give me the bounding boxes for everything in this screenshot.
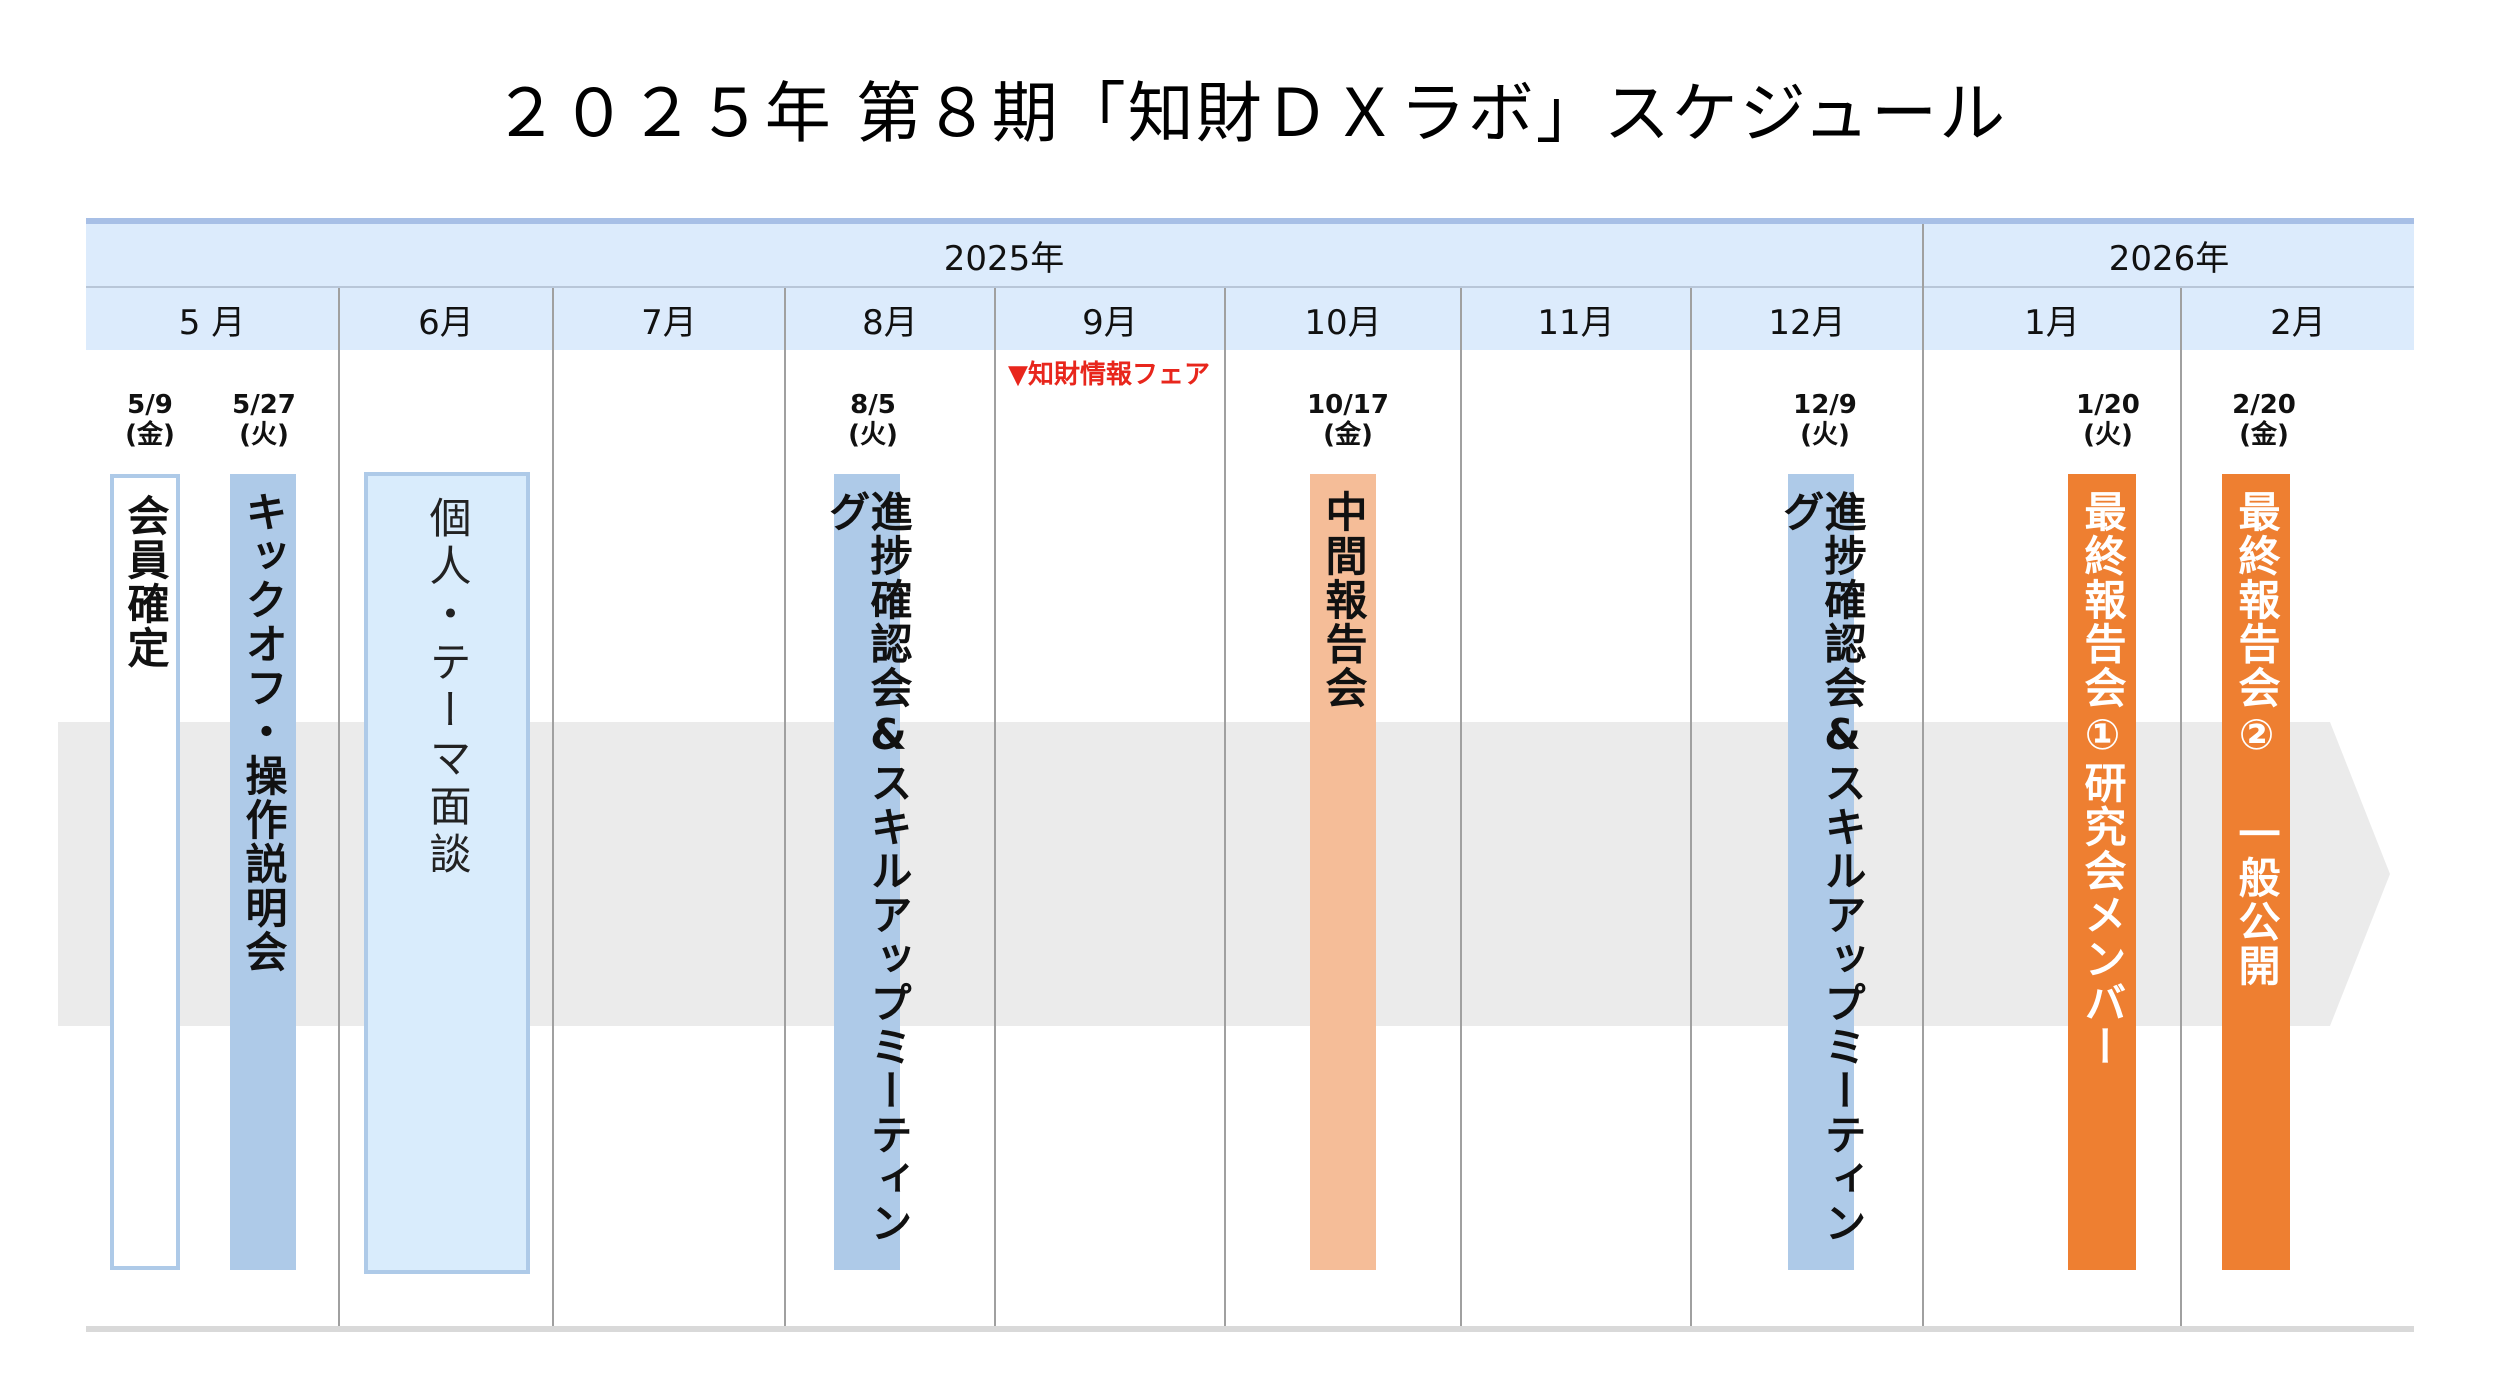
event-bar-progress-1: 進捗確認会&スキルアップミーティング [822,474,913,1270]
event-date-final-1: 1/20 (火) [2076,390,2140,450]
event-label-final-1: 最終報告会①研究会メンバー [2078,490,2127,1069]
event-label-interview: 個人・テーマ面談 [423,496,472,880]
month-divider [1460,288,1462,1330]
event-bar-interview: 個人・テーマ面談 [364,472,530,1274]
event-bar-midterm: 中間報告会 [1310,474,1376,1270]
month-divider [1224,288,1226,1330]
month-june: 6月 [340,288,552,350]
timeline-bottom-rule [86,1326,2414,1332]
event-date-final-2: 2/20 (金) [2232,390,2296,450]
event-label-kickoff: キックオフ・操作説明会 [239,490,288,974]
month-divider [994,288,996,1330]
month-divider [1690,288,1692,1330]
event-bar-final-1: 最終報告会①研究会メンバー [2068,474,2136,1270]
event-label-midterm: 中間報告会 [1319,490,1368,710]
event-date-membership: 5/9 (金) [125,390,175,450]
year-month-separator [86,286,2414,288]
event-bar-kickoff: キックオフ・操作説明会 [230,474,296,1270]
header-top-rule [86,218,2414,224]
month-october: 10月 [1226,288,1460,350]
month-january: 1月 [1924,288,2180,350]
year-header-2026: 2026年 [1924,224,2414,286]
event-date-kickoff: 5/27 (火) [232,390,296,450]
page-title: ２０２５年 第８期「知財ＤＸラボ」スケジュール [492,75,2008,152]
month-divider [552,288,554,1330]
month-may: 5 月 [86,288,338,350]
event-label-progress-1: 進捗確認会&スキルアップミーティング [822,490,913,1245]
event-date-midterm: 10/17 (金) [1307,390,1389,450]
month-july: 7月 [554,288,784,350]
month-divider [784,288,786,1330]
month-divider [2180,288,2182,1330]
event-bar-membership: 会員確定 [110,474,180,1270]
month-august: 8月 [786,288,994,350]
event-bar-progress-2: 進捗確認会&スキルアップミーティング [1776,474,1867,1270]
month-december: 12月 [1692,288,1922,350]
event-label-progress-2: 進捗確認会&スキルアップミーティング [1776,490,1867,1245]
event-date-progress-2: 12/9 (火) [1793,390,1857,450]
event-bar-final-2: 最終報告会② 一般公開 [2222,474,2290,1270]
event-date-progress-1: 8/5 (火) [848,390,898,450]
year-header-2025: 2025年 [86,224,1922,286]
month-september: 9月 [996,288,1224,350]
year-divider [1922,224,1924,1330]
month-november: 11月 [1462,288,1690,350]
event-label-final-2: 最終報告会② 一般公開 [2232,490,2281,988]
month-divider [338,288,340,1330]
ip-fair-note: ▼知財情報フェア [1008,360,1210,390]
event-label-membership: 会員確定 [121,494,170,670]
month-february: 2月 [2182,288,2414,350]
